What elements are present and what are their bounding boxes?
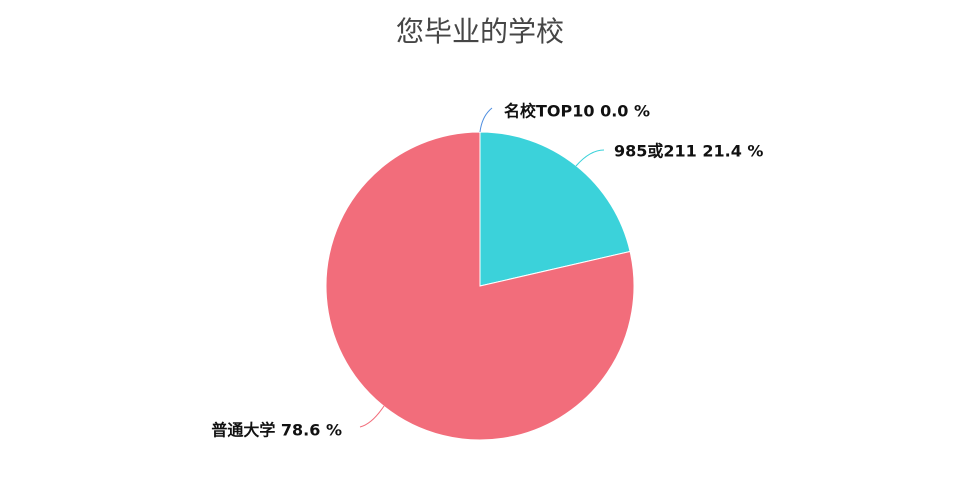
pie-leader-lines xyxy=(359,107,605,428)
leader-line-3 xyxy=(359,405,385,428)
chart-title: 您毕业的学校 xyxy=(395,15,564,48)
slice-label-3: 普通大学 78.6 % xyxy=(211,421,342,440)
pie-slices xyxy=(325,131,635,441)
leader-line-1 xyxy=(479,107,493,133)
slice-label-1: 名校TOP10 0.0 % xyxy=(504,102,650,121)
slice-label-2: 985或211 21.4 % xyxy=(614,142,763,161)
pie-labels: 名校TOP10 0.0 % 985或211 21.4 % 普通大学 78.6 % xyxy=(211,102,763,440)
leader-line-2 xyxy=(575,149,605,167)
